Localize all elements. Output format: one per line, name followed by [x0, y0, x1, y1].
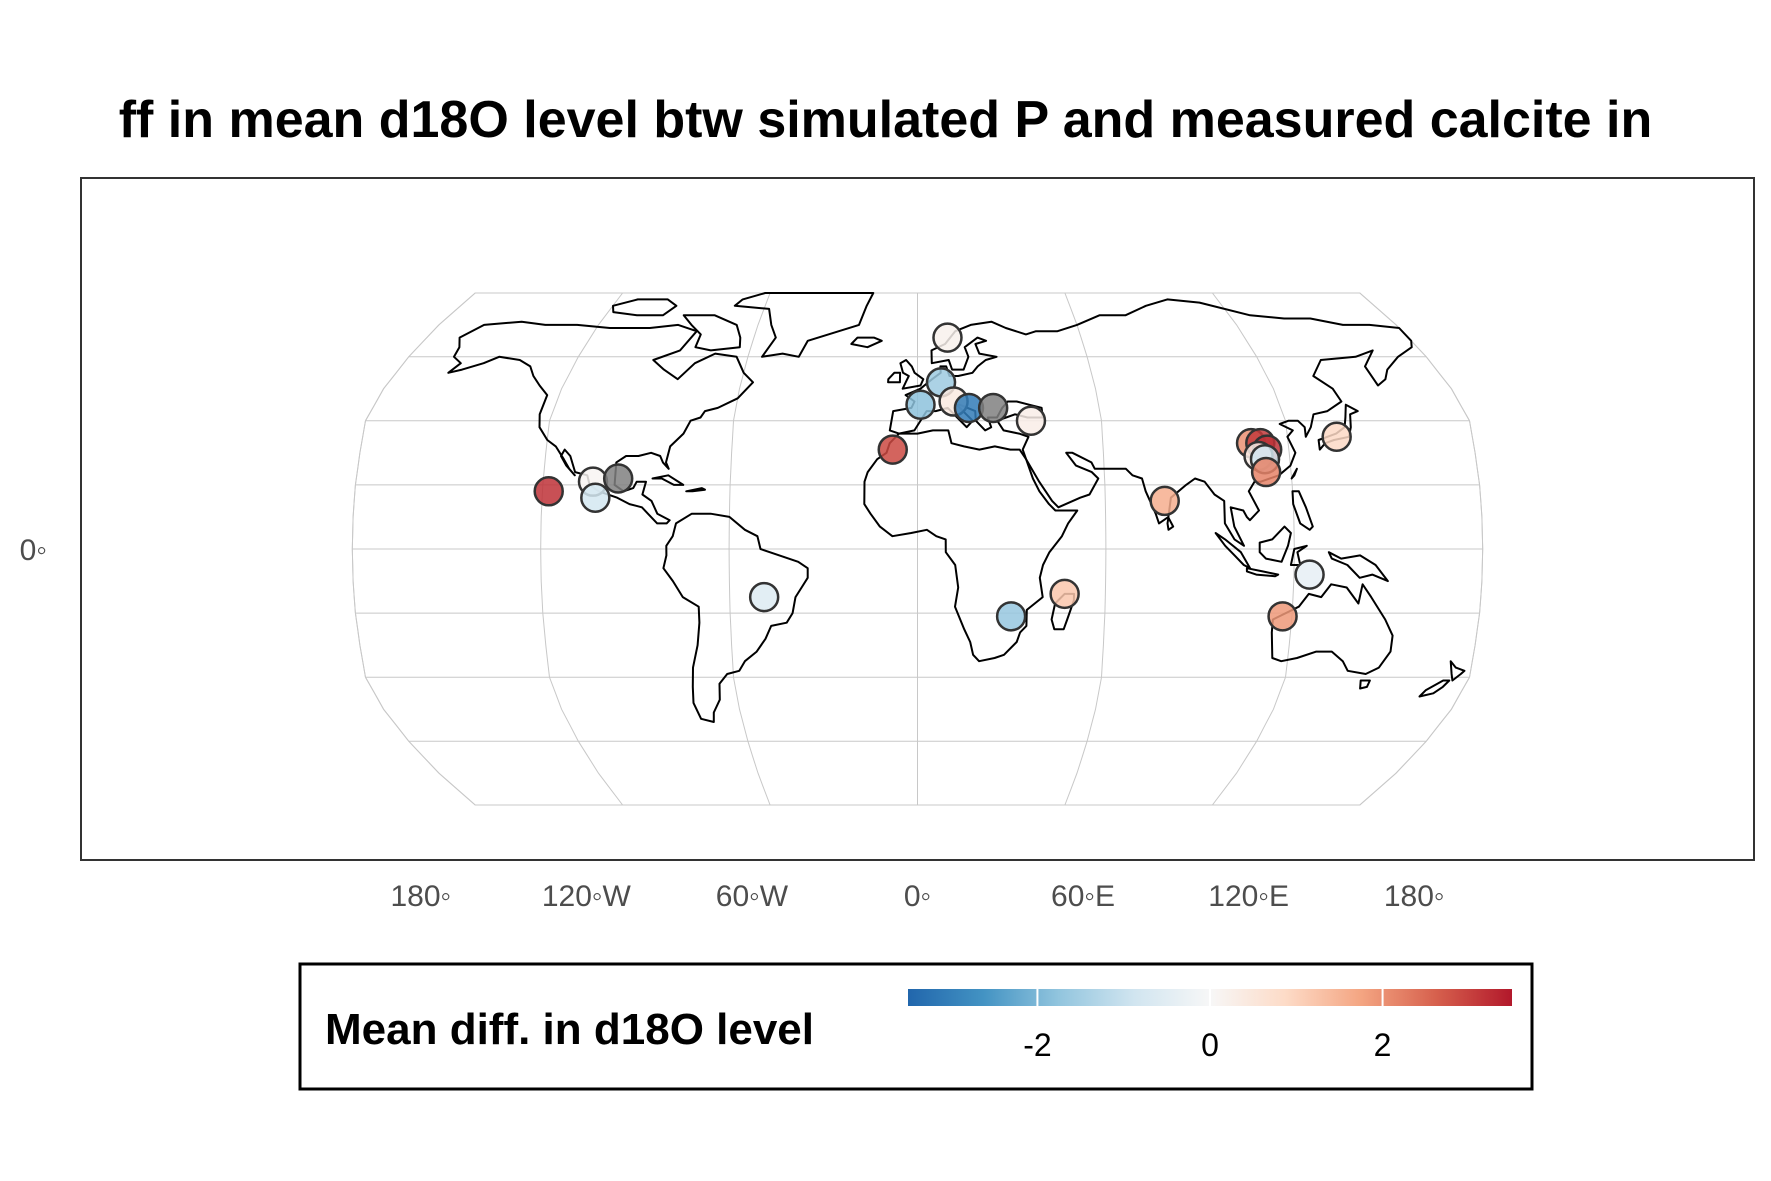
data-point: [1267, 601, 1298, 632]
y-tick-label: 0◦: [20, 534, 47, 567]
x-tick-label: 120◦E: [1208, 880, 1289, 913]
data-point: [1049, 578, 1080, 610]
colorbar-tick-label: 0: [1201, 1027, 1219, 1063]
data-point: [905, 389, 936, 420]
data-point: [580, 482, 611, 513]
data-point: [932, 322, 963, 353]
x-tick-label: 180◦: [390, 880, 451, 913]
coastline-philippines: [1291, 490, 1314, 531]
coastline-sri-lanka: [1166, 516, 1175, 531]
map-area: [351, 292, 1484, 806]
data-point: [748, 581, 780, 613]
colorbar-ticks: -2 0 2: [1023, 989, 1391, 1063]
x-tick-label: 120◦W: [542, 880, 632, 913]
longitude-gridline: [1064, 292, 1107, 806]
data-point: [533, 476, 564, 507]
coastline-arctic-islands: [612, 298, 678, 317]
coastline-great-britain: [899, 359, 925, 390]
coastline-new-guinea: [1327, 551, 1389, 583]
coastline-australia: [1270, 583, 1394, 675]
colorbar-tick-label: -2: [1023, 1027, 1051, 1063]
gridlines: [351, 292, 1484, 806]
longitude-gridline: [728, 292, 771, 806]
coastline-cuba: [651, 474, 685, 486]
coastline-ireland: [887, 371, 902, 384]
coastline-north-america: [447, 320, 754, 525]
coastline-java: [1245, 567, 1280, 578]
x-tick-label: 60◦E: [1051, 880, 1115, 913]
data-point: [877, 434, 908, 465]
map-frame: [80, 177, 1755, 861]
data-point: [1294, 559, 1325, 590]
coastline-greenland: [733, 292, 875, 358]
x-axis-labels: 180◦ 120◦W 60◦W 0◦ 60◦E 120◦E 180◦: [390, 880, 1444, 913]
data-point: [995, 601, 1027, 632]
coastline-borneo: [1258, 525, 1292, 563]
data-point: [977, 392, 1009, 424]
data-point: [1015, 405, 1047, 436]
colorbar-legend: Mean diff. in d18O level -2 0 2: [298, 962, 1534, 1091]
coastline-hainan-taiwan: [1290, 467, 1298, 480]
coastline-south-america: [662, 512, 809, 723]
data-points: [533, 322, 1352, 632]
coastline-sumatra: [1214, 532, 1252, 570]
coastline-new-zealand-south: [1418, 679, 1451, 698]
data-point: [1321, 421, 1352, 453]
coastline-new-zealand-north: [1449, 660, 1466, 682]
map-title: ff in mean d18O level btw simulated P an…: [118, 91, 1653, 149]
data-point: [1250, 456, 1282, 488]
data-point: [602, 463, 634, 494]
x-tick-label: 0◦: [904, 880, 931, 913]
coastline-africa: [863, 429, 1079, 663]
data-point: [1149, 485, 1180, 517]
longitude-gridline: [540, 292, 623, 806]
coastline-hispaniola: [685, 487, 706, 493]
coastline-iceland: [850, 336, 883, 349]
globe-outline: [351, 292, 1484, 806]
x-tick-label: 180◦: [1384, 880, 1445, 913]
legend-box: [298, 962, 1534, 1091]
x-tick-label: 60◦W: [716, 880, 789, 913]
legend-label: Mean diff. in d18O level: [325, 1005, 814, 1054]
coastline-baffin-island: [682, 314, 742, 352]
y-axis-labels: 0◦: [20, 534, 47, 567]
coastline-tasmania: [1359, 679, 1371, 690]
colorbar-tick-label: 2: [1374, 1027, 1392, 1063]
